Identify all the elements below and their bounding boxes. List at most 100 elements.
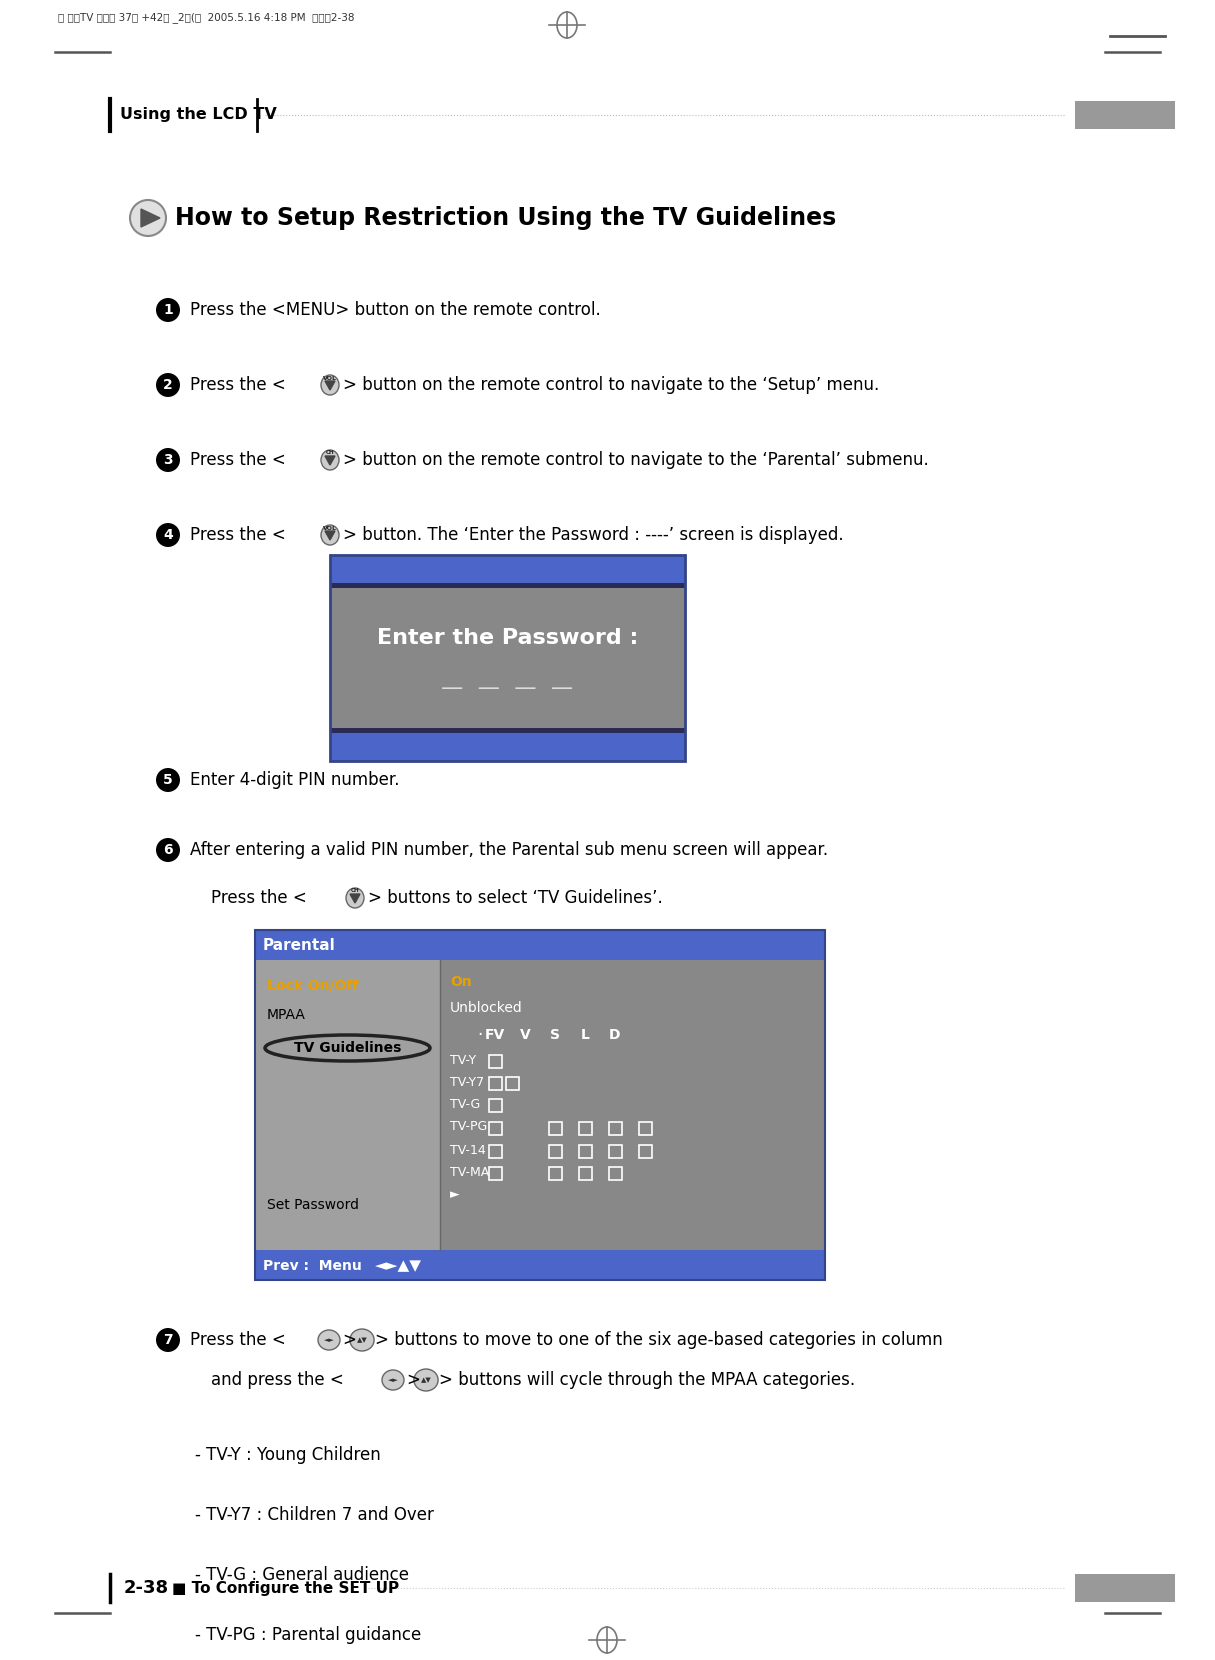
Circle shape — [156, 299, 180, 322]
Ellipse shape — [321, 450, 339, 470]
Bar — [1075, 101, 1175, 129]
Text: VOL: VOL — [323, 375, 337, 380]
Text: > button on the remote control to navigate to the ‘Parental’ submenu.: > button on the remote control to naviga… — [343, 452, 928, 470]
Text: Press the <: Press the < — [190, 526, 286, 544]
Text: - TV-Y7 : Children 7 and Over: - TV-Y7 : Children 7 and Over — [194, 1506, 434, 1524]
Ellipse shape — [321, 525, 339, 544]
Bar — [330, 554, 685, 760]
Text: > button. The ‘Enter the Password : ----’ screen is displayed.: > button. The ‘Enter the Password : ----… — [343, 526, 843, 544]
Text: L: L — [581, 1028, 589, 1042]
Text: 4: 4 — [163, 528, 173, 543]
Bar — [488, 1122, 502, 1135]
Text: TV-MA: TV-MA — [450, 1165, 490, 1179]
Ellipse shape — [346, 888, 364, 908]
Bar — [488, 1099, 502, 1112]
Text: > buttons to select ‘TV Guidelines’.: > buttons to select ‘TV Guidelines’. — [368, 890, 662, 906]
Polygon shape — [324, 382, 335, 390]
Text: ▲▼: ▲▼ — [420, 1378, 431, 1383]
Text: Press the <: Press the < — [190, 452, 286, 470]
Text: FV: FV — [485, 1028, 505, 1042]
Text: 3: 3 — [163, 453, 173, 466]
Text: 2: 2 — [163, 378, 173, 392]
Bar — [580, 1145, 592, 1159]
Text: ■ To Configure the SET UP: ■ To Configure the SET UP — [173, 1580, 399, 1595]
Text: S: S — [550, 1028, 560, 1042]
Text: ◄►: ◄► — [323, 1336, 334, 1343]
Ellipse shape — [321, 375, 339, 395]
Text: How to Setup Restriction Using the TV Guidelines: How to Setup Restriction Using the TV Gu… — [175, 206, 836, 231]
Text: 5: 5 — [163, 774, 173, 787]
Bar — [639, 1145, 652, 1159]
Text: After entering a valid PIN number, the Parental sub menu screen will appear.: After entering a valid PIN number, the P… — [190, 842, 829, 858]
Bar — [580, 1167, 592, 1180]
Bar — [440, 959, 825, 1250]
Bar — [1075, 1574, 1175, 1602]
Text: ◄►: ◄► — [388, 1378, 399, 1383]
Polygon shape — [324, 457, 335, 465]
Bar — [488, 1077, 502, 1091]
Text: Enter 4-digit PIN number.: Enter 4-digit PIN number. — [190, 770, 400, 788]
Bar — [549, 1145, 563, 1159]
Text: Lock On/Off: Lock On/Off — [267, 978, 358, 993]
Bar — [488, 1167, 502, 1180]
Polygon shape — [350, 895, 360, 903]
Text: Enter the Password :: Enter the Password : — [377, 627, 638, 647]
Text: ▲▼: ▲▼ — [357, 1336, 367, 1343]
Text: ◄►▲▼: ◄►▲▼ — [375, 1258, 422, 1273]
Polygon shape — [324, 531, 335, 540]
Bar — [330, 734, 685, 760]
Text: > buttons will cycle through the MPAA categories.: > buttons will cycle through the MPAA ca… — [439, 1371, 855, 1389]
Text: > button on the remote control to navigate to the ‘Setup’ menu.: > button on the remote control to naviga… — [343, 377, 880, 393]
Ellipse shape — [382, 1370, 405, 1389]
Text: Press the <: Press the < — [190, 890, 307, 906]
Text: >: > — [341, 1331, 356, 1350]
Bar — [255, 930, 825, 1280]
Ellipse shape — [350, 1330, 374, 1351]
Text: TV-Y7: TV-Y7 — [450, 1076, 484, 1089]
Text: TV-Y: TV-Y — [450, 1054, 476, 1066]
Text: ·: · — [477, 1026, 482, 1044]
Bar — [330, 588, 685, 729]
Text: TV-G: TV-G — [450, 1097, 480, 1111]
Ellipse shape — [318, 1330, 340, 1350]
Text: ►: ► — [450, 1189, 459, 1202]
Text: Using the LCD TV: Using the LCD TV — [120, 108, 277, 123]
Ellipse shape — [414, 1370, 439, 1391]
Bar — [609, 1167, 622, 1180]
Text: CH: CH — [326, 450, 334, 455]
Circle shape — [156, 769, 180, 792]
Circle shape — [130, 199, 166, 236]
Bar — [255, 930, 825, 959]
Bar — [255, 1250, 825, 1280]
Text: > buttons to move to one of the six age-based categories in column: > buttons to move to one of the six age-… — [375, 1331, 943, 1350]
Text: - TV-PG : Parental guidance: - TV-PG : Parental guidance — [194, 1627, 422, 1643]
Text: Parental: Parental — [262, 938, 335, 953]
Polygon shape — [141, 209, 160, 227]
Bar — [488, 1145, 502, 1159]
Text: Prev :  Menu: Prev : Menu — [262, 1258, 362, 1273]
Text: 6: 6 — [163, 843, 173, 857]
Bar — [330, 729, 685, 734]
Text: CH: CH — [351, 888, 360, 893]
Bar — [505, 1077, 519, 1091]
Text: 2-38: 2-38 — [124, 1579, 169, 1597]
Text: Set Password: Set Password — [267, 1199, 358, 1212]
Circle shape — [156, 1328, 180, 1351]
Text: Unblocked: Unblocked — [450, 1001, 522, 1014]
Bar — [639, 1122, 652, 1135]
Text: MPAA: MPAA — [267, 1008, 306, 1023]
Text: Press the <: Press the < — [190, 377, 286, 393]
Bar — [609, 1145, 622, 1159]
Text: TV-PG: TV-PG — [450, 1120, 487, 1134]
Text: - TV-Y : Young Children: - TV-Y : Young Children — [194, 1446, 380, 1464]
Text: >: > — [406, 1371, 420, 1389]
Text: D: D — [609, 1028, 621, 1042]
Circle shape — [156, 448, 180, 471]
Bar — [488, 1056, 502, 1067]
Bar — [549, 1122, 563, 1135]
Text: 7: 7 — [163, 1333, 173, 1346]
Text: TV-14: TV-14 — [450, 1144, 486, 1157]
Bar — [580, 1122, 592, 1135]
Text: V: V — [520, 1028, 531, 1042]
Text: - TV-G : General audience: - TV-G : General audience — [194, 1565, 409, 1584]
